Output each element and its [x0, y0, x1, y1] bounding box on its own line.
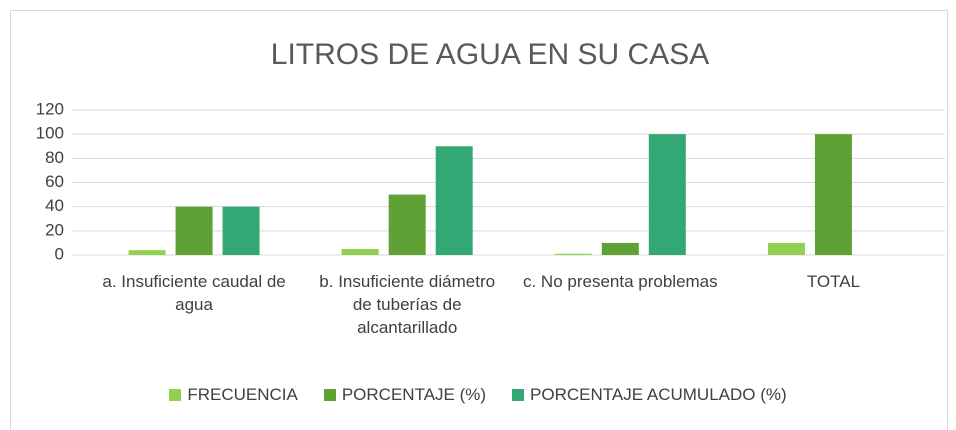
bar	[435, 146, 473, 255]
bar	[814, 134, 852, 255]
legend-item: PORCENTAJE ACUMULADO (%)	[512, 385, 787, 405]
y-tick-label: 120	[36, 99, 64, 118]
legend-swatch	[323, 389, 336, 401]
y-tick-label: 20	[45, 220, 64, 239]
y-tick-label: 40	[45, 196, 64, 215]
legend-item: FRECUENCIA	[169, 385, 298, 405]
legend: FRECUENCIA PORCENTAJE (%) PORCENTAJE ACUMU…	[0, 385, 956, 405]
bar	[341, 248, 379, 255]
bar	[601, 242, 639, 255]
y-tick-label: 80	[45, 148, 64, 167]
y-tick-label: 0	[55, 244, 64, 263]
bar	[128, 250, 166, 255]
bar	[648, 134, 686, 255]
frame	[10, 10, 948, 430]
legend-label: PORCENTAJE (%)	[341, 385, 487, 404]
legend-swatch	[169, 389, 182, 401]
legend-label: FRECUENCIA	[187, 385, 298, 404]
y-tick-label: 60	[45, 172, 64, 191]
chart-title: LITROS DE AGUA EN SU CASA	[271, 38, 709, 71]
bar	[388, 194, 426, 255]
x-tick-label: TOTAL	[806, 272, 861, 291]
bar	[554, 253, 592, 255]
legend-swatch	[512, 389, 525, 401]
x-tick-label: a. Insuficiente caudal de agua	[102, 272, 286, 314]
bar	[767, 242, 805, 255]
legend-item: PORCENTAJE (%)	[323, 385, 487, 405]
x-tick-label: c. No presenta problemas	[522, 272, 718, 291]
legend-label: PORCENTAJE ACUMULADO (%)	[530, 385, 787, 404]
bar	[175, 206, 213, 255]
y-tick-label: 100	[36, 124, 64, 143]
bar	[222, 206, 260, 255]
x-tick-label: b. Insuficiente diámetro de tuberías de …	[319, 272, 496, 337]
